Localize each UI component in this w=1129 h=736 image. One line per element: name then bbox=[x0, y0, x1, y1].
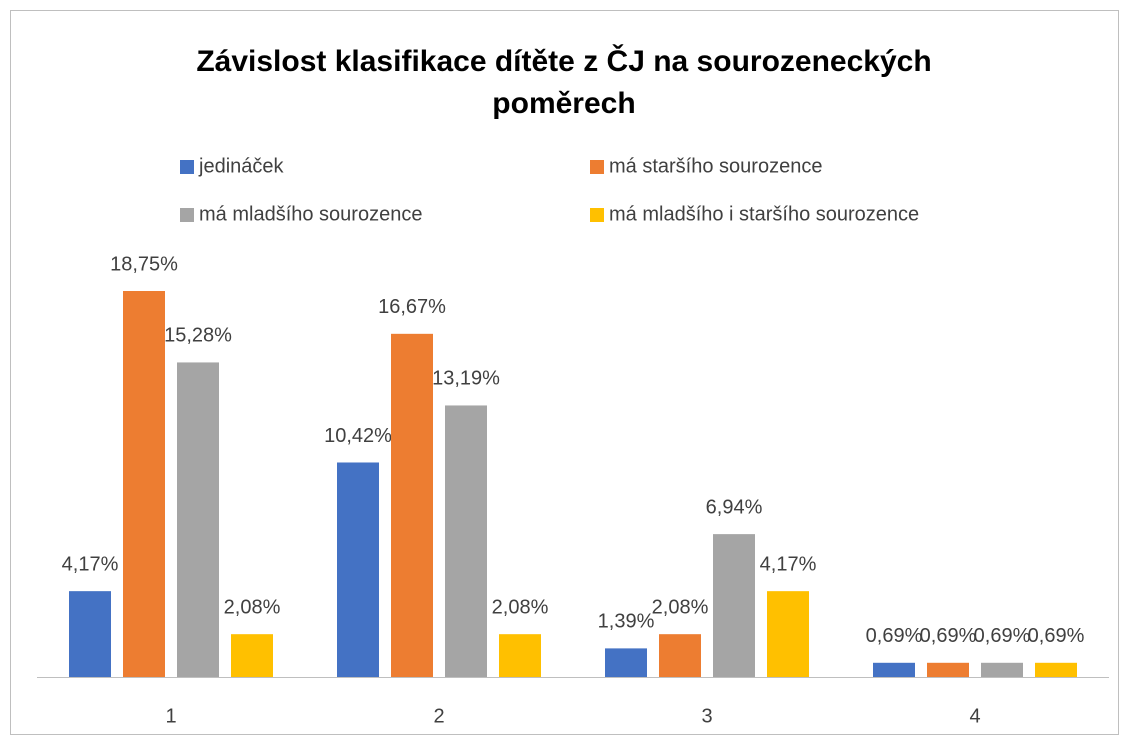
data-label: 10,42% bbox=[324, 425, 392, 447]
data-label: 4,17% bbox=[62, 553, 119, 575]
data-label: 16,67% bbox=[378, 296, 446, 318]
legend-swatch bbox=[590, 160, 604, 174]
data-label: 4,17% bbox=[760, 553, 817, 575]
legend-swatch bbox=[180, 208, 194, 222]
chart-title: Závislost klasifikace dítěte z ČJ na sou… bbox=[196, 44, 931, 78]
bar bbox=[981, 662, 1023, 677]
data-label: 18,75% bbox=[110, 253, 178, 275]
bar bbox=[177, 362, 219, 677]
data-label: 15,28% bbox=[164, 325, 232, 347]
data-label: 13,19% bbox=[432, 368, 500, 390]
bar bbox=[231, 634, 273, 677]
data-label: 2,08% bbox=[224, 596, 281, 618]
bar bbox=[659, 634, 701, 677]
bar bbox=[767, 591, 809, 677]
bar bbox=[713, 534, 755, 677]
legend-swatch bbox=[590, 208, 604, 222]
bar bbox=[69, 591, 111, 677]
bar bbox=[873, 662, 915, 677]
bar bbox=[445, 405, 487, 677]
bar bbox=[1035, 662, 1077, 677]
data-label: 0,69% bbox=[866, 625, 923, 647]
x-tick-label: 4 bbox=[969, 705, 980, 727]
bar bbox=[927, 662, 969, 677]
legend-label: má staršího sourozence bbox=[609, 155, 822, 177]
x-tick-label: 1 bbox=[165, 705, 176, 727]
bar bbox=[391, 333, 433, 677]
bar bbox=[123, 291, 165, 677]
data-label: 0,69% bbox=[920, 625, 977, 647]
data-label: 0,69% bbox=[974, 625, 1031, 647]
legend-swatch bbox=[180, 160, 194, 174]
data-label: 1,39% bbox=[598, 611, 655, 633]
data-label: 2,08% bbox=[492, 596, 549, 618]
bar bbox=[499, 634, 541, 677]
bar bbox=[605, 648, 647, 677]
chart-title: poměrech bbox=[492, 87, 635, 120]
bar bbox=[337, 462, 379, 677]
x-tick-label: 2 bbox=[433, 705, 444, 727]
data-label: 2,08% bbox=[652, 596, 709, 618]
data-label: 6,94% bbox=[706, 496, 763, 518]
x-tick-label: 3 bbox=[701, 705, 712, 727]
data-label: 0,69% bbox=[1028, 625, 1085, 647]
legend-label: jedináček bbox=[198, 155, 285, 177]
legend-label: má mladšího sourozence bbox=[199, 203, 422, 225]
legend-label: má mladšího i staršího sourozence bbox=[609, 203, 919, 225]
